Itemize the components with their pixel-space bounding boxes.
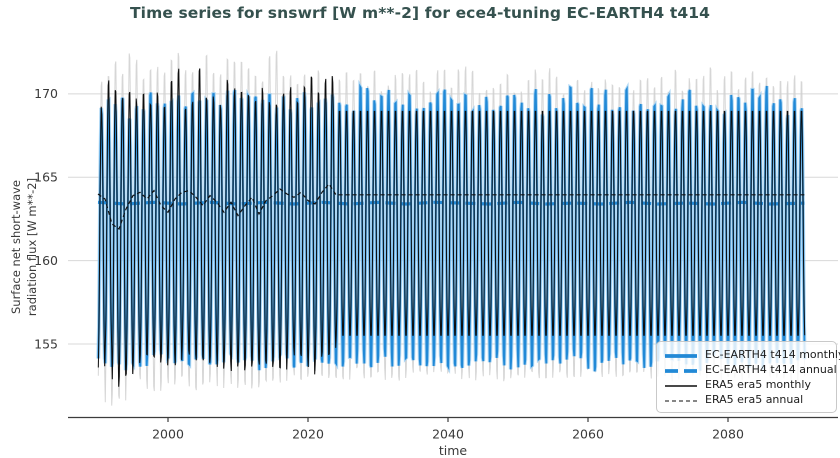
legend-entry: EC-EARTH4 t414 annual — [664, 360, 837, 379]
legend-label: ERA5 era5 annual — [705, 393, 804, 406]
series-era5-monthly — [97, 68, 806, 387]
legend-entry: ERA5 era5 annual — [664, 392, 829, 407]
legend: EC-EARTH4 t414 monthly EC-EARTH4 t414 an… — [656, 341, 840, 413]
legend-line-glyph — [665, 385, 697, 387]
legend-label: EC-EARTH4 t414 monthly — [705, 348, 840, 361]
era5-monthly-line-sample — [664, 375, 698, 394]
y-axis-tick-label: 155 — [34, 336, 58, 351]
y-axis-tick-label: 165 — [34, 170, 58, 185]
y-axis-tick-label: 170 — [34, 86, 58, 101]
legend-label: EC-EARTH4 t414 annual — [705, 363, 837, 376]
x-axis-label: time — [438, 443, 468, 458]
x-axis-tick-label: 2020 — [292, 427, 324, 442]
legend-line-glyph — [665, 400, 697, 402]
ec-earth4-monthly-line-sample — [664, 345, 698, 364]
x-axis-tick-label: 2080 — [712, 427, 744, 442]
x-axis-tick-label: 2000 — [152, 427, 184, 442]
legend-line-glyph — [665, 369, 697, 373]
y-axis-tick-label: 160 — [34, 253, 58, 268]
legend-entry: EC-EARTH4 t414 monthly — [664, 345, 840, 364]
legend-entry: ERA5 era5 monthly — [664, 377, 829, 392]
x-axis-tick-label: 2060 — [572, 427, 604, 442]
ec-earth4-annual-line-sample — [664, 360, 698, 379]
series-era5-annual — [97, 182, 805, 230]
legend-label: ERA5 era5 monthly — [705, 378, 811, 391]
era5-annual-line-sample — [664, 390, 698, 409]
x-axis-tick-label: 2040 — [432, 427, 464, 442]
chart-title: Time series for snswrf [W m**-2] for ece… — [130, 4, 710, 22]
legend-line-glyph — [665, 354, 697, 358]
